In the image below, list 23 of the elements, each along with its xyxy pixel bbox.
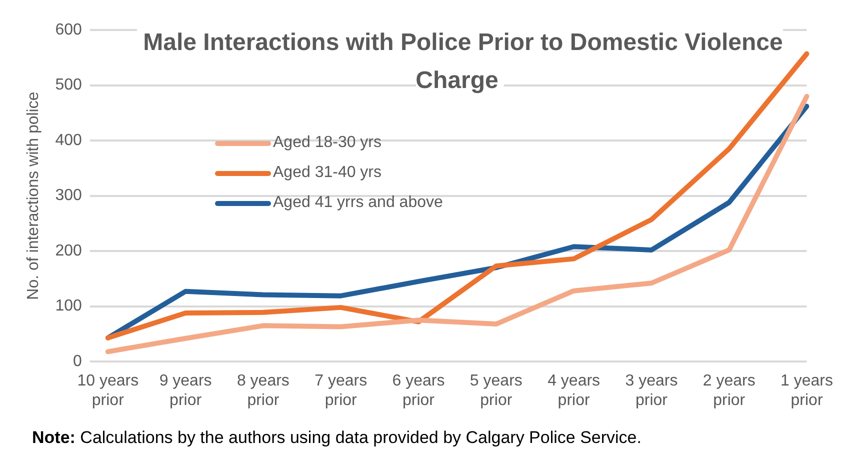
legend-label: Aged 18-30 yrs (272, 133, 383, 153)
x-tick-label: 2 years prior (702, 372, 756, 409)
x-tick-label: 10 years prior (77, 372, 139, 409)
y-tick-label: 300 (55, 187, 82, 204)
x-tick-label: 8 years prior (236, 372, 290, 409)
x-tick-label: 6 years prior (392, 372, 445, 409)
x-tick-label: 7 years prior (314, 372, 368, 409)
text: Note: Calculations by the authors using data provided by Calgary Police Service. (32, 428, 642, 448)
y-tick-label: 100 (55, 298, 82, 315)
x-tick-label: 4 years prior (548, 372, 600, 409)
x-tick-label: 3 years prior (625, 372, 678, 409)
x-tick-label: 1 years prior (780, 372, 833, 409)
y-axis-title: No. of interactions with police (25, 92, 42, 300)
y-tick-label: 600 (55, 21, 82, 38)
y-tick-label: 500 (55, 76, 82, 94)
y-tick-label: 400 (55, 132, 82, 149)
legend-label: Aged 31-40 yrs (272, 163, 383, 183)
y-tick-label: 0 (72, 353, 82, 370)
x-tick-label: 5 years prior (470, 372, 522, 409)
x-tick-label: 9 years prior (159, 372, 212, 409)
text: Male Interactions with Police Prior to Domestic Violence Charge (137, 29, 783, 94)
y-tick-label: 200 (55, 242, 82, 260)
legend-label: Aged 41 yrrs and above (272, 193, 443, 213)
